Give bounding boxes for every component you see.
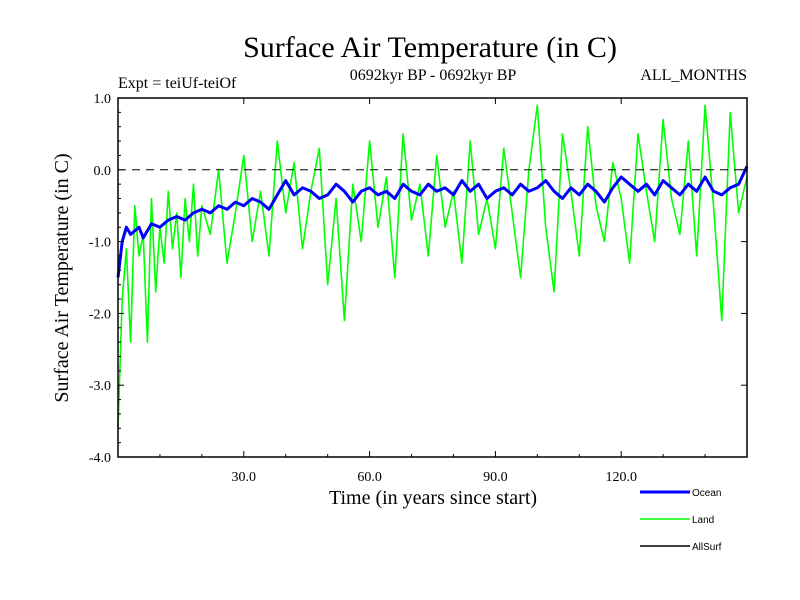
y-tick-label: -3.0 (89, 379, 111, 394)
chart-title: Surface Air Temperature (in C) (243, 31, 617, 64)
x-tick-label: 60.0 (357, 470, 382, 485)
x-tick-label: 120.0 (605, 470, 637, 485)
x-tick-label: 90.0 (483, 470, 508, 485)
legend: Ocean Land AllSurf (640, 488, 722, 553)
y-tick-label: -2.0 (89, 307, 111, 322)
y-tick-label: -4.0 (89, 451, 111, 466)
series-line-ocean (116, 165, 749, 278)
x-axis-label: Time (in years since start) (329, 487, 537, 509)
legend-label-ocean: Ocean (692, 488, 721, 499)
chart-subtitle-right: ALL_MONTHS (640, 67, 747, 84)
series-line-land (117, 104, 748, 429)
plot-frame (117, 97, 748, 458)
y-tick-label: 1.0 (94, 92, 112, 107)
y-axis-label: Surface Air Temperature (in C) (51, 153, 73, 402)
legend-label-land: Land (692, 515, 714, 526)
plot-series (116, 104, 749, 429)
legend-label-allsurf: AllSurf (692, 542, 722, 553)
chart-subtitle-center: 0692kyr BP - 0692kyr BP (350, 67, 517, 84)
y-tick-label: -1.0 (89, 236, 111, 251)
y-tick-label: 0.0 (94, 164, 112, 179)
y-axis: 1.0 0.0 -1.0 -2.0 -3.0 -4.0 (89, 92, 747, 466)
chart-subtitle-left: Expt = teiUf-teiOf (118, 75, 237, 92)
x-tick-label: 30.0 (232, 470, 257, 485)
x-axis: 30.0 60.0 90.0 120.0 (159, 98, 706, 485)
